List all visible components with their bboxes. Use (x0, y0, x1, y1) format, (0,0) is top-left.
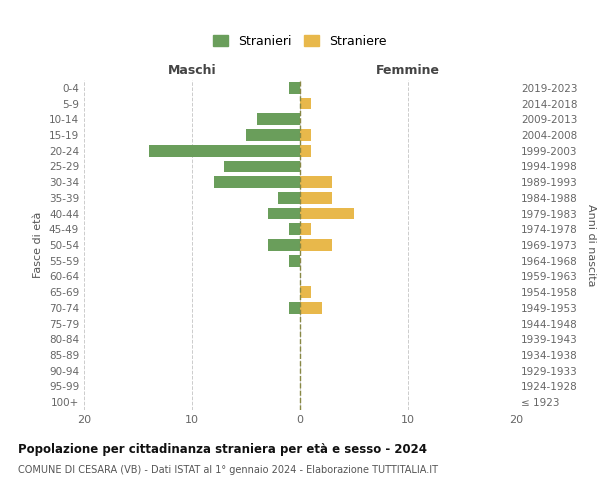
Text: Maschi: Maschi (167, 64, 217, 77)
Text: COMUNE DI CESARA (VB) - Dati ISTAT al 1° gennaio 2024 - Elaborazione TUTTITALIA.: COMUNE DI CESARA (VB) - Dati ISTAT al 1°… (18, 465, 438, 475)
Legend: Stranieri, Straniere: Stranieri, Straniere (208, 30, 392, 53)
Bar (300, 98, 311, 110)
Y-axis label: Fasce di età: Fasce di età (34, 212, 43, 278)
Bar (300, 286, 311, 298)
Bar (289, 302, 300, 314)
Bar (268, 239, 300, 251)
Bar (289, 224, 300, 235)
Bar (300, 302, 322, 314)
Bar (268, 208, 300, 220)
Bar (300, 239, 332, 251)
Bar (246, 129, 300, 141)
Bar (300, 224, 311, 235)
Bar (300, 208, 354, 220)
Bar (289, 255, 300, 266)
Bar (300, 176, 332, 188)
Bar (214, 176, 300, 188)
Bar (300, 145, 311, 156)
Text: Popolazione per cittadinanza straniera per età e sesso - 2024: Popolazione per cittadinanza straniera p… (18, 442, 427, 456)
Bar (257, 114, 300, 125)
Bar (289, 82, 300, 94)
Bar (224, 160, 300, 172)
Bar (300, 129, 311, 141)
Y-axis label: Anni di nascita: Anni di nascita (586, 204, 596, 286)
Text: Femmine: Femmine (376, 64, 440, 77)
Bar (300, 192, 332, 204)
Bar (149, 145, 300, 156)
Bar (278, 192, 300, 204)
